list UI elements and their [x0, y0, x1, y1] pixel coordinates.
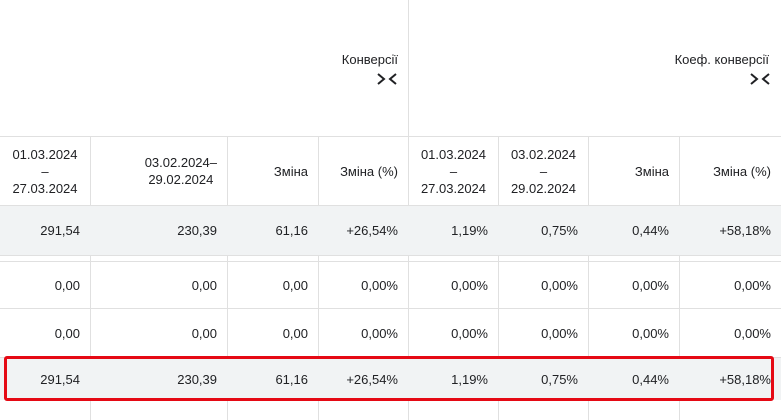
- table-cell: 0,00%: [541, 325, 578, 341]
- col-header-change[interactable]: Зміна: [228, 137, 318, 205]
- header-text: Зміна: [634, 163, 669, 179]
- table-cell: 0,75%: [541, 371, 578, 387]
- table-cell: 0,00%: [361, 277, 398, 293]
- table-cell: 1,19%: [451, 223, 488, 238]
- table-cell: 291,54: [40, 223, 80, 238]
- col-header-change-percent[interactable]: Зміна (%): [680, 137, 781, 205]
- table-cell: +26,54%: [346, 371, 398, 387]
- table-cell: 230,39: [177, 223, 217, 238]
- header-divider: [0, 136, 781, 137]
- group-title: Конверсії: [341, 52, 398, 67]
- header-text: 01.03.2024: [12, 146, 78, 162]
- table-cell: 0,00: [282, 325, 308, 341]
- table-cell: 0,75%: [541, 223, 578, 238]
- table-cell: 0,00: [191, 277, 217, 293]
- table-cell: 0,00: [191, 325, 217, 341]
- col-header-change[interactable]: Зміна: [589, 137, 679, 205]
- table-row[interactable]: 0,00 0,00 0,00 0,00% 0,00% 0,00% 0,00% 0…: [0, 262, 781, 308]
- group-header-conversions: Конверсії: [0, 0, 408, 136]
- row-divider: [0, 308, 781, 309]
- header-bottom-divider: [0, 205, 781, 206]
- group-title: Коеф. конверсії: [674, 52, 769, 67]
- header-text: –: [539, 163, 548, 179]
- col-header-change-percent[interactable]: Зміна (%): [319, 137, 408, 205]
- column-divider: [90, 136, 91, 420]
- row-divider: [0, 261, 781, 262]
- group-header-conversion-rate: Коеф. конверсії: [409, 0, 781, 136]
- table-cell: 0,00: [54, 277, 80, 293]
- header-text: 27.03.2024: [12, 180, 78, 196]
- header-text: 27.03.2024: [420, 180, 487, 196]
- col-header-period-current[interactable]: 01.03.2024 – 27.03.2024: [409, 137, 498, 205]
- header-text: 01.03.2024: [420, 146, 487, 162]
- table-cell: 61,16: [275, 371, 308, 387]
- column-divider: [498, 136, 499, 420]
- table-cell: 0,00%: [541, 277, 578, 293]
- table-cell: 61,16: [275, 223, 308, 238]
- header-text: –: [41, 163, 49, 179]
- col-header-period-previous[interactable]: 03.02.2024– 29.02.2024: [91, 137, 227, 205]
- table-cell: 1,19%: [451, 371, 488, 387]
- table-cell: 0,00%: [734, 325, 771, 341]
- col-header-period-current[interactable]: 01.03.2024 – 27.03.2024: [0, 137, 90, 205]
- table-row[interactable]: 291,54 230,39 61,16 +26,54% 1,19% 0,75% …: [0, 206, 781, 255]
- collapse-arrows-icon[interactable]: [376, 72, 398, 86]
- column-divider: [588, 136, 589, 420]
- column-divider: [679, 136, 680, 420]
- table-cell: +26,54%: [346, 223, 398, 238]
- table-row[interactable]: 0,00 0,00 0,00 0,00% 0,00% 0,00% 0,00% 0…: [0, 309, 781, 357]
- table-cell: 0,44%: [632, 223, 669, 238]
- table-cell: 0,00: [282, 277, 308, 293]
- table-cell: 0,00%: [451, 277, 488, 293]
- table-row[interactable]: 291,54 230,39 61,16 +26,54% 1,19% 0,75% …: [0, 358, 781, 400]
- table-cell: 230,39: [177, 371, 217, 387]
- table-cell: 291,54: [40, 371, 80, 387]
- table-cell: 0,00%: [361, 325, 398, 341]
- table-cell: 0,00%: [632, 325, 669, 341]
- col-header-period-previous[interactable]: 03.02.2024 – 29.02.2024: [499, 137, 588, 205]
- table-cell: 0,00: [54, 325, 80, 341]
- row-divider: [0, 255, 781, 256]
- header-text: Зміна: [273, 163, 308, 179]
- header-text: 03.02.2024: [510, 146, 577, 162]
- header-text: 29.02.2024: [148, 172, 214, 187]
- header-text: Зміна (%): [340, 163, 398, 179]
- table-cell: 0,00%: [451, 325, 488, 341]
- header-text: –: [449, 163, 458, 179]
- header-text: 03.02.2024–: [144, 155, 217, 170]
- header-text: 29.02.2024: [510, 180, 577, 196]
- collapse-arrows-icon[interactable]: [749, 72, 771, 86]
- table-cell: +58,18%: [719, 223, 771, 238]
- column-divider: [318, 136, 319, 420]
- header-text: Зміна (%): [713, 163, 771, 179]
- table-cell: 0,44%: [632, 371, 669, 387]
- table-cell: +58,18%: [719, 371, 771, 387]
- table-cell: 0,00%: [734, 277, 771, 293]
- column-divider: [227, 136, 228, 420]
- table-cell: 0,00%: [632, 277, 669, 293]
